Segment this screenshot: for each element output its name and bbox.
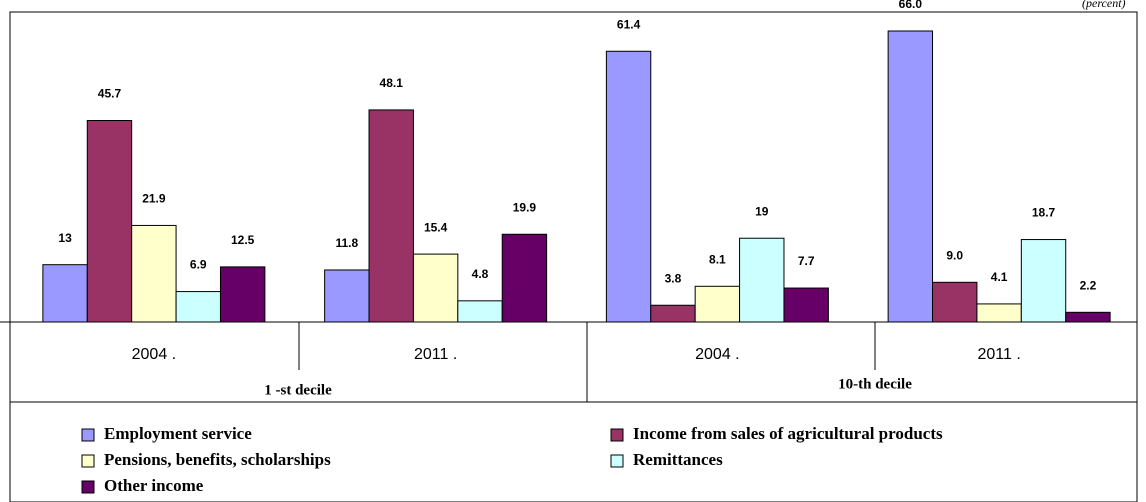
data-label: 21.9 bbox=[142, 192, 166, 206]
bar bbox=[783, 287, 829, 323]
note: (percent) bbox=[1082, 0, 1126, 10]
bar bbox=[457, 300, 503, 323]
bar bbox=[1020, 239, 1067, 323]
data-label: 12.5 bbox=[231, 233, 255, 247]
legend-swatch bbox=[81, 428, 95, 442]
x-tick-label: 2011 . bbox=[414, 346, 457, 363]
legend-label: Other income bbox=[104, 476, 204, 495]
data-label: 6.9 bbox=[190, 258, 207, 272]
x-tick-label: 2004 . bbox=[132, 346, 176, 363]
bar bbox=[605, 50, 652, 323]
bar bbox=[694, 285, 741, 323]
data-label: 66.0 bbox=[899, 0, 923, 11]
group-label: 1 -st decile bbox=[264, 382, 332, 398]
data-label: 4.8 bbox=[472, 267, 489, 281]
bar bbox=[650, 304, 696, 323]
bar bbox=[932, 281, 978, 323]
bar bbox=[324, 269, 370, 323]
legend-label: Employment service bbox=[104, 424, 252, 443]
data-label: 19 bbox=[755, 204, 769, 218]
legend-label: Remittances bbox=[633, 450, 723, 469]
legend-swatch bbox=[81, 454, 95, 468]
data-label: 11.8 bbox=[335, 236, 358, 250]
x-tick-label: 2004 . bbox=[695, 346, 739, 363]
legend-label: Income from sales of agricultural produc… bbox=[633, 424, 943, 443]
data-label: 9.0 bbox=[946, 248, 963, 262]
data-label: 13 bbox=[58, 231, 72, 245]
data-label: 3.8 bbox=[665, 271, 682, 285]
legend-swatch bbox=[81, 480, 95, 494]
data-label: 4.1 bbox=[991, 270, 1008, 284]
bar bbox=[86, 120, 133, 323]
legend-label: Pensions, benefits, scholarships bbox=[104, 450, 331, 469]
data-label: 45.7 bbox=[98, 87, 122, 101]
bar bbox=[42, 264, 88, 323]
bar bbox=[368, 109, 414, 323]
legend-swatch bbox=[610, 454, 624, 468]
data-label: 15.4 bbox=[424, 220, 448, 234]
frame bbox=[9, 11, 1138, 502]
bar bbox=[175, 291, 221, 323]
data-label: 61.4 bbox=[617, 17, 641, 31]
bar bbox=[976, 303, 1022, 323]
data-label: 19.9 bbox=[513, 200, 537, 214]
data-label: 2.2 bbox=[1080, 278, 1097, 292]
data-label: 7.7 bbox=[798, 254, 815, 268]
bar bbox=[739, 237, 785, 323]
bar bbox=[131, 224, 177, 323]
legend-swatch bbox=[610, 428, 624, 442]
data-label: 18.7 bbox=[1032, 206, 1056, 220]
data-label: 48.1 bbox=[380, 76, 404, 90]
bar bbox=[887, 30, 934, 323]
bar bbox=[219, 266, 266, 323]
data-label: 8.1 bbox=[709, 252, 726, 266]
group-label: 10-th decile bbox=[838, 376, 912, 392]
x-tick-label: 2011 . bbox=[977, 346, 1020, 363]
bar bbox=[412, 253, 459, 323]
bar bbox=[1065, 311, 1111, 323]
bar bbox=[501, 233, 548, 323]
